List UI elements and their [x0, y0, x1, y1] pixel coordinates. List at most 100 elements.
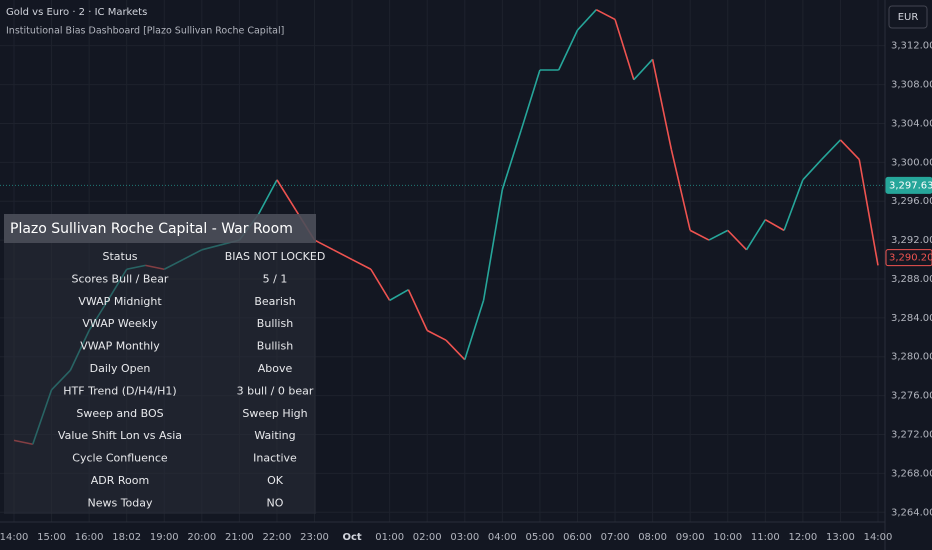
x-tick-label: 10:00 — [713, 532, 742, 543]
x-tick-label: 02:00 — [413, 532, 442, 543]
price-marker — [885, 249, 932, 267]
x-tick-label: 18:02 — [112, 532, 141, 543]
dashboard-row-value: NO — [267, 496, 284, 509]
y-tick-label: 3,304.00 — [891, 118, 932, 129]
price-marker — [885, 176, 932, 194]
price-segment — [389, 288, 409, 302]
dashboard-row-label: VWAP Weekly — [82, 317, 158, 330]
x-tick-label: 03:00 — [450, 532, 479, 543]
x-tick-label: Oct — [342, 532, 361, 543]
y-tick-label: 3,280.00 — [891, 352, 932, 363]
price-segment — [614, 19, 635, 80]
price-segment — [633, 58, 654, 81]
price-segment — [557, 29, 579, 71]
dashboard-row-value: 3 bull / 0 bear — [237, 384, 314, 397]
chart-title: Gold vs Euro · 2 · IC Markets — [6, 7, 147, 18]
price-segment — [727, 229, 748, 251]
price-segment — [407, 289, 428, 331]
x-tick-label: 09:00 — [676, 532, 705, 543]
dashboard-row-label: Cycle Confluence — [72, 452, 168, 465]
x-tick-label: 14:00 — [0, 532, 28, 543]
price-marker-label: 3,290.20 — [889, 253, 932, 264]
dashboard-row-label: VWAP Midnight — [78, 295, 162, 308]
dashboard-row-label: VWAP Monthly — [80, 340, 160, 353]
price-segment — [482, 189, 504, 301]
dashboard-row-label: ADR Room — [91, 474, 149, 487]
dashboard: Plazo Sullivan Roche Capital - War Room … — [4, 214, 325, 514]
price-segment — [764, 218, 785, 232]
price-segment — [670, 149, 691, 231]
chart-subtitle: Institutional Bias Dashboard [Plazo Sull… — [6, 26, 284, 37]
dashboard-row-value: Bullish — [257, 340, 293, 353]
x-tick-label: 08:00 — [638, 532, 667, 543]
price-marker-label: 3,297.63 — [889, 180, 932, 191]
dashboard-row-label: Daily Open — [90, 362, 151, 375]
price-segment — [821, 139, 842, 160]
dashboard-row-value: Bullish — [257, 317, 293, 330]
dashboard-row-value: Above — [258, 362, 293, 375]
y-tick-label: 3,312.00 — [891, 41, 932, 52]
y-tick-label: 3,284.00 — [891, 313, 932, 324]
dashboard-row-value: Bearish — [254, 295, 295, 308]
x-tick-label: 16:00 — [75, 532, 104, 543]
x-tick-label: 12:00 — [788, 532, 817, 543]
price-segment — [576, 9, 597, 31]
y-tick-label: 3,268.00 — [891, 468, 932, 479]
dashboard-row-label: HTF Trend (D/H4/H1) — [63, 384, 176, 397]
currency-label: EUR — [898, 12, 919, 23]
x-tick-label: 19:00 — [150, 532, 179, 543]
price-segment — [595, 9, 616, 21]
dashboard-row-value: BIAS NOT LOCKED — [225, 250, 326, 263]
x-tick-label: 13:00 — [826, 532, 855, 543]
y-tick-label: 3,308.00 — [891, 80, 932, 91]
x-tick-label: 07:00 — [601, 532, 630, 543]
price-segment — [708, 229, 729, 241]
price-segment — [783, 179, 804, 231]
dashboard-row-value: 5 / 1 — [263, 272, 288, 285]
price-segment — [689, 229, 710, 241]
price-segment — [858, 159, 879, 266]
y-tick-label: 3,264.00 — [891, 507, 932, 518]
dashboard-row-label: Value Shift Lon vs Asia — [58, 429, 182, 442]
dashboard-row-value: OK — [267, 474, 284, 487]
x-tick-label: 04:00 — [488, 532, 517, 543]
dashboard-row-label: Scores Bull / Bear — [72, 272, 169, 285]
x-tick-label: 15:00 — [37, 532, 66, 543]
x-tick-label: 05:00 — [525, 532, 554, 543]
y-tick-label: 3,288.00 — [891, 274, 932, 285]
y-tick-label: 3,272.00 — [891, 430, 932, 441]
price-segment — [651, 59, 673, 150]
y-tick-label: 3,276.00 — [891, 391, 932, 402]
dashboard-row-value: Inactive — [253, 452, 297, 465]
dashboard-title: Plazo Sullivan Roche Capital - War Room — [10, 221, 293, 237]
x-tick-label: 06:00 — [563, 532, 592, 543]
x-tick-label: 22:00 — [263, 532, 292, 543]
price-segment — [802, 158, 823, 181]
x-tick-label: 11:00 — [751, 532, 780, 543]
price-segment — [464, 300, 485, 360]
price-segment — [426, 329, 447, 341]
price-segment — [839, 139, 860, 160]
price-segment — [445, 339, 466, 361]
price-segment — [351, 258, 372, 270]
price-segment — [520, 69, 541, 131]
dashboard-header — [4, 214, 316, 243]
dashboard-row-label: News Today — [87, 496, 153, 509]
dashboard-row-value: Waiting — [254, 429, 295, 442]
price-segment — [332, 249, 353, 261]
price-segment — [370, 268, 391, 301]
x-tick-label: 20:00 — [187, 532, 216, 543]
price-segment — [501, 130, 522, 190]
dashboard-row-label: Sweep and BOS — [76, 407, 163, 420]
x-tick-label: 21:00 — [225, 532, 254, 543]
currency-button[interactable] — [888, 5, 928, 29]
dashboard-row-label: Status — [102, 250, 137, 263]
x-tick-label: 01:00 — [375, 532, 404, 543]
dashboard-panel — [4, 214, 316, 514]
price-segment — [314, 239, 334, 251]
y-tick-label: 3,292.00 — [891, 235, 932, 246]
y-tick-label: 3,296.00 — [891, 196, 932, 207]
x-tick-label: 23:00 — [300, 532, 329, 543]
price-segment — [276, 179, 297, 211]
